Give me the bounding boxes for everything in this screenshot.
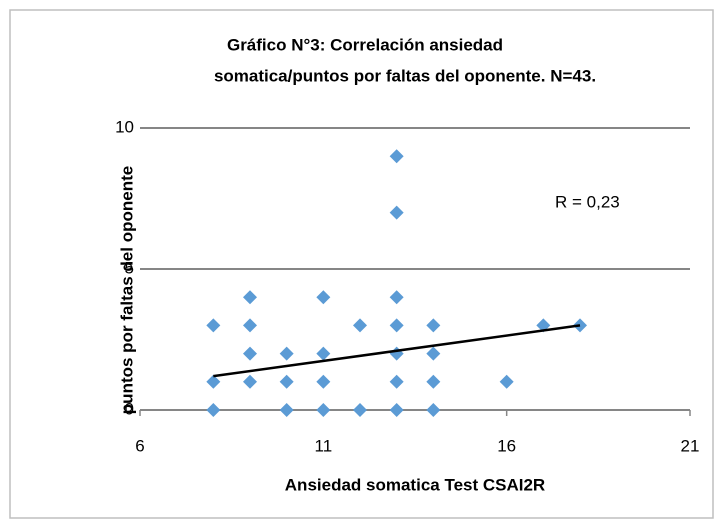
point bbox=[243, 374, 257, 389]
point bbox=[426, 346, 441, 361]
point bbox=[243, 318, 257, 333]
point bbox=[206, 403, 221, 417]
chart-title: somatica/puntos por faltas del oponente.… bbox=[214, 66, 596, 85]
point bbox=[206, 318, 221, 333]
x-axis-label: Ansiedad somatica Test CSAI2R bbox=[285, 475, 545, 494]
trendline bbox=[213, 324, 581, 378]
point bbox=[499, 374, 514, 389]
point bbox=[243, 290, 257, 305]
point bbox=[389, 318, 404, 333]
point bbox=[353, 403, 367, 417]
x-tick-label: 11 bbox=[315, 436, 333, 455]
point bbox=[426, 374, 441, 389]
y-axis-label: puntos por faltas del oponente bbox=[117, 166, 136, 414]
x-tick-label: 6 bbox=[135, 436, 144, 455]
x-tick-label: 21 bbox=[681, 436, 700, 455]
point bbox=[243, 346, 257, 361]
x-tick-label: 16 bbox=[497, 436, 516, 455]
y-tick-label: 10 bbox=[115, 117, 134, 136]
point bbox=[389, 205, 404, 220]
point bbox=[426, 403, 441, 417]
point bbox=[389, 403, 404, 417]
y-tick-label: 0 bbox=[125, 399, 134, 418]
y-tick-label: 5 bbox=[125, 258, 134, 277]
point bbox=[316, 346, 331, 361]
point bbox=[316, 403, 331, 417]
point bbox=[426, 318, 441, 333]
point bbox=[206, 374, 221, 389]
point bbox=[279, 403, 294, 417]
chart-border bbox=[9, 9, 714, 519]
chart-title: Gráfico N°3: Correlación ansiedad bbox=[227, 35, 503, 54]
point bbox=[389, 290, 404, 305]
point bbox=[389, 374, 404, 389]
point bbox=[279, 374, 294, 389]
point bbox=[389, 149, 404, 164]
point bbox=[353, 318, 367, 333]
point bbox=[316, 374, 331, 389]
point bbox=[279, 346, 294, 361]
point bbox=[316, 290, 331, 305]
annotation: R = 0,23 bbox=[555, 192, 620, 211]
